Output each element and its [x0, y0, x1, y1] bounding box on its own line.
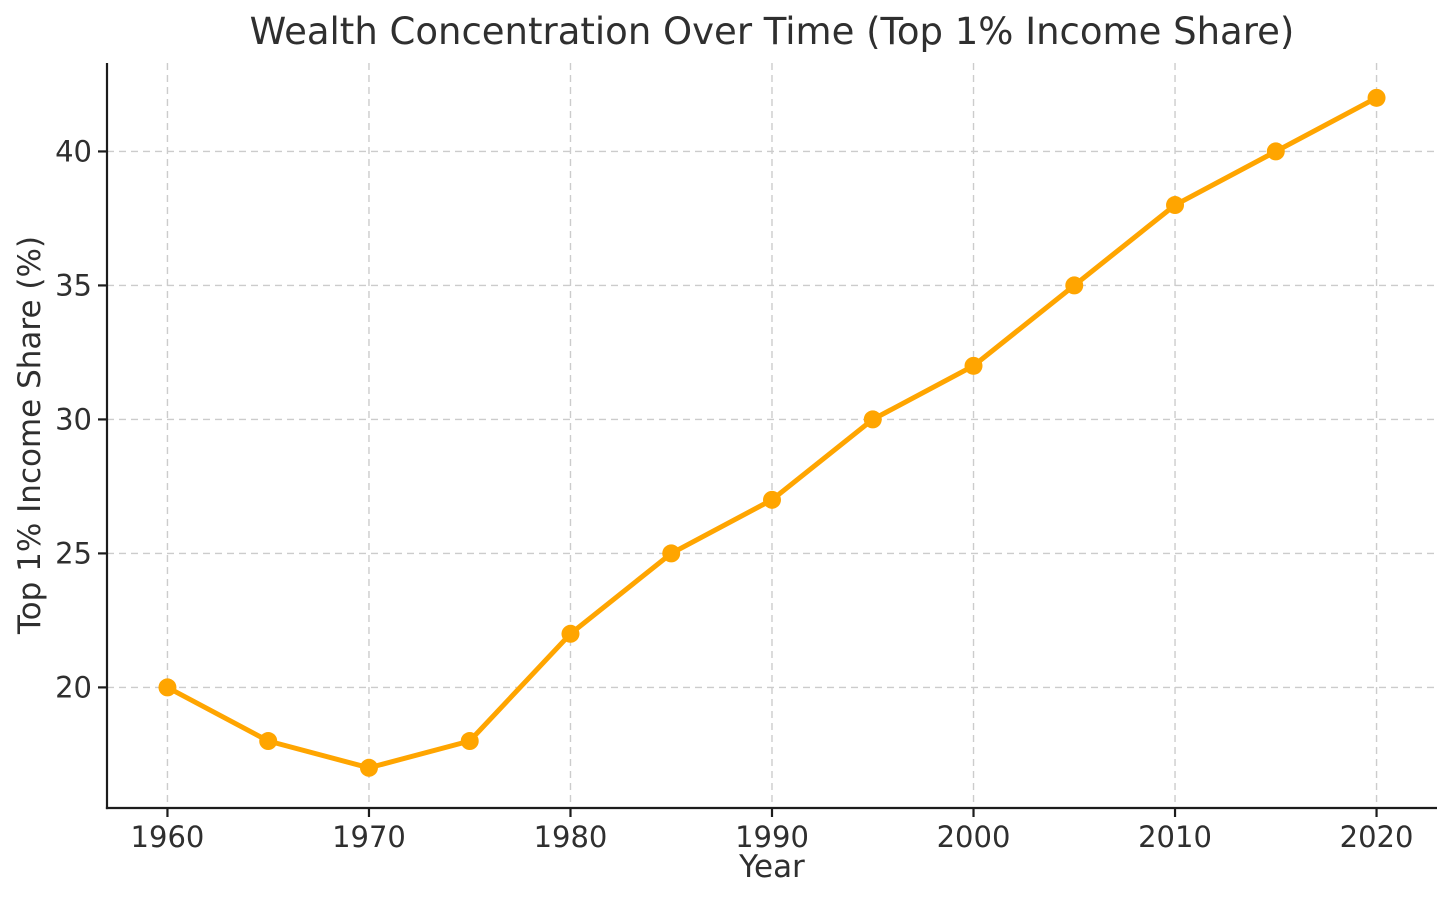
x-tick-label: 1960 [131, 820, 205, 854]
data-point [964, 356, 983, 375]
data-point [259, 732, 278, 751]
data-point [460, 732, 479, 751]
x-tick-label: 2020 [1340, 820, 1414, 854]
x-tick-label: 1990 [735, 820, 809, 854]
y-tick-label: 20 [55, 670, 92, 704]
data-point [662, 544, 681, 563]
x-tick-label: 2000 [937, 820, 1011, 854]
y-tick-label: 30 [55, 402, 92, 436]
y-tick-label: 25 [55, 536, 92, 570]
data-point [763, 490, 781, 509]
y-axis-label: Top 1% Income Share (%) [12, 235, 48, 635]
y-tick-label: 35 [55, 268, 92, 302]
data-point [561, 624, 580, 643]
data-point [1065, 276, 1084, 295]
data-point [1266, 142, 1285, 161]
x-tick-label: 1970 [332, 820, 406, 854]
data-point [158, 678, 177, 697]
data-point [863, 410, 882, 429]
data-point [1166, 196, 1185, 215]
chart-title: Wealth Concentration Over Time (Top 1% I… [249, 10, 1295, 53]
x-tick-label: 2010 [1138, 820, 1212, 854]
y-tick-label: 40 [55, 134, 92, 168]
data-point [359, 758, 378, 777]
x-tick-label: 1980 [534, 820, 608, 854]
x-axis-label: Year [739, 849, 805, 885]
data-point [1367, 88, 1386, 107]
